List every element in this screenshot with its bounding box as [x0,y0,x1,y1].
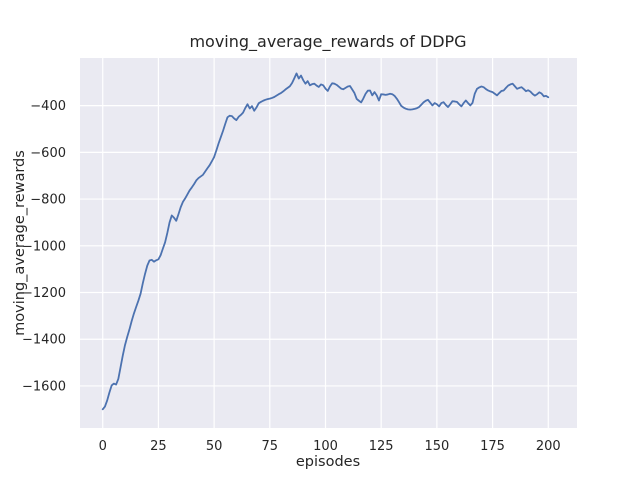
x-tick-label: 200 [536,439,561,454]
y-tick-label: −1000 [22,239,66,254]
y-gridlines [80,105,577,387]
x-tick-label: 175 [480,439,505,454]
y-tick-label: −1600 [22,379,66,394]
x-tick-label: 0 [99,439,107,454]
y-tick-label: −400 [30,99,66,114]
plot-area: 0 25 50 75 100 125 150 175 200 −400 −600 −800 −1000 −… [22,58,577,454]
x-tick-label: 125 [369,439,394,454]
chart-title: moving_average_rewards of DDPG [189,32,466,52]
x-tick-label: 50 [206,439,223,454]
x-gridlines [102,58,549,428]
y-tick-label: −600 [30,146,66,161]
x-tick-label: 100 [313,439,338,454]
y-axis-label: moving_average_rewards [12,150,28,336]
reward-line-series [101,72,550,411]
y-tick-label: −800 [30,193,66,208]
plot-background [80,58,577,428]
y-tick-label: −1200 [22,286,66,301]
x-axis-label: episodes [296,454,360,470]
x-tick-label: 75 [262,439,279,454]
x-tick-label: 25 [150,439,167,454]
y-tick-label: −1400 [22,333,66,348]
x-tick-label: 150 [424,439,449,454]
